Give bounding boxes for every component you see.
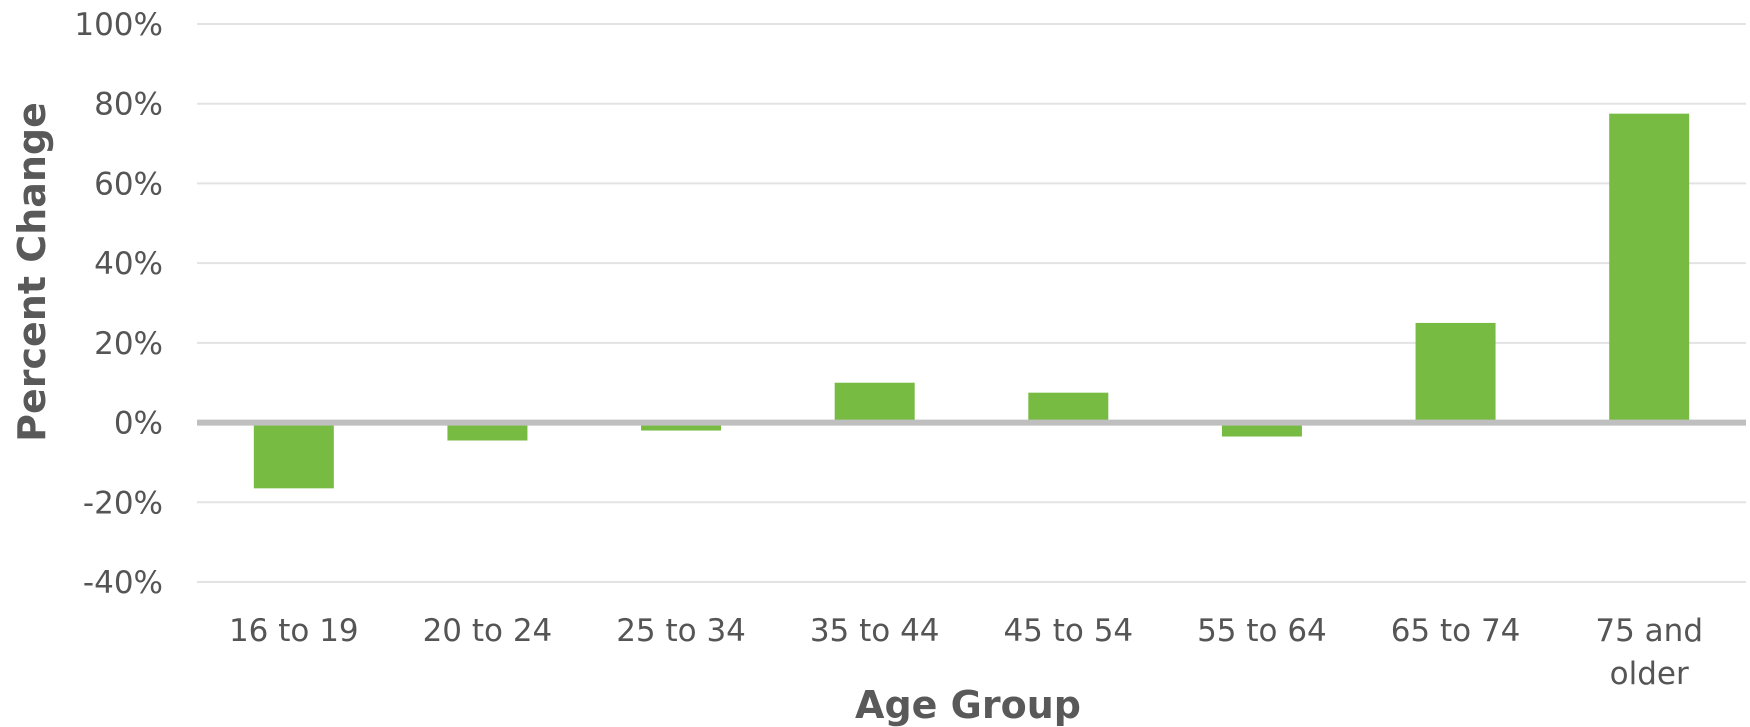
y-tick-label: 20%	[94, 326, 163, 362]
bar	[834, 382, 915, 423]
x-tick-label: 20 to 24	[423, 613, 553, 649]
x-tick-labels: 16 to 19 20 to 24 25 to 34 35 to 44 45 to 54…	[229, 613, 1703, 692]
y-tick-label: 100%	[74, 7, 163, 43]
gridlines	[197, 23, 1746, 583]
y-tick-label: 80%	[94, 87, 163, 123]
bar	[1609, 113, 1690, 423]
y-tick-label: 40%	[94, 246, 163, 282]
y-tick-labels: -40% -20% 0% 20% 40% 60% 80% 100%	[74, 7, 163, 601]
x-tick-label: 65 to 74	[1391, 613, 1521, 649]
x-tick-label: 45 to 54	[1003, 613, 1133, 649]
bar	[641, 422, 722, 431]
bar	[1221, 422, 1302, 437]
y-axis-title: Percent Change	[10, 102, 54, 442]
x-tick-label: 16 to 19	[229, 613, 359, 649]
y-tick-label: 0%	[114, 406, 163, 442]
x-tick-label: 55 to 64	[1197, 613, 1327, 649]
bars	[253, 113, 1690, 489]
bar	[1028, 392, 1109, 423]
bar	[1415, 322, 1496, 423]
x-axis-title: Age Group	[855, 683, 1081, 727]
y-tick-label: -20%	[83, 485, 163, 521]
x-tick-label: 75 and older	[1595, 613, 1703, 692]
y-tick-label: -40%	[83, 565, 163, 601]
bar	[253, 422, 334, 489]
y-tick-label: 60%	[94, 166, 163, 202]
x-tick-label: 35 to 44	[810, 613, 940, 649]
bar	[447, 422, 528, 441]
x-tick-label: 25 to 34	[616, 613, 746, 649]
